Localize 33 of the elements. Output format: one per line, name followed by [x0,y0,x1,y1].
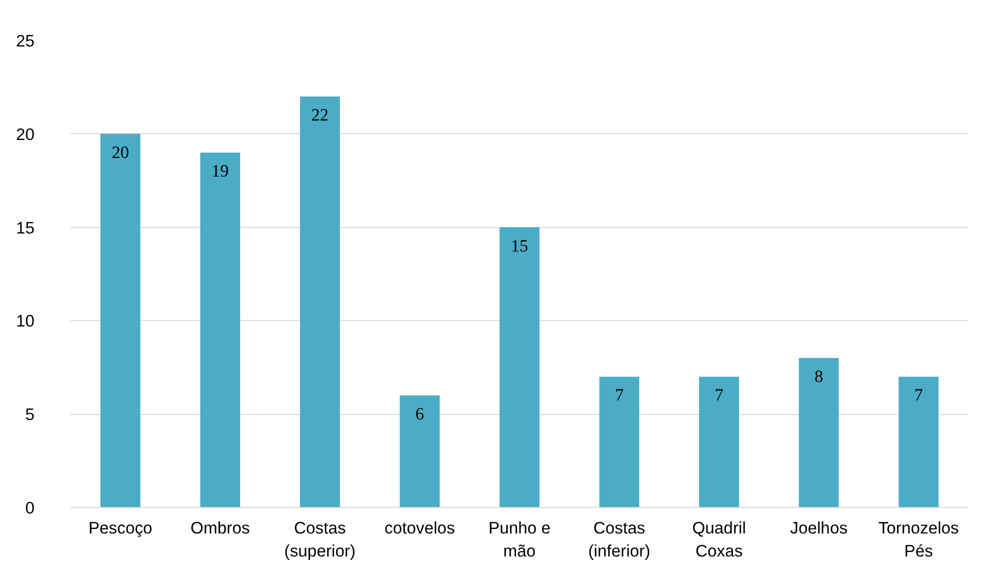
data-label: 19 [212,162,229,181]
data-label: 22 [311,106,329,125]
y-tick-label: 10 [16,312,35,331]
y-tick-label: 20 [16,124,35,144]
x-tick-label: Costas (inferior) [588,518,650,560]
x-tick-label: Punho e mão [488,518,551,560]
data-label: 7 [914,386,924,405]
x-tick-label: Tornozelos Pés [878,518,959,560]
data-label: 6 [415,404,424,424]
x-tick-label: Joelhos [790,518,848,538]
x-tick-label: cotovelos [384,518,455,538]
bar [100,134,140,508]
data-label: 20 [112,142,130,162]
data-label: 8 [814,367,824,386]
data-label: 7 [614,386,624,405]
bar [898,376,939,508]
y-tick-label: 0 [25,498,34,518]
bar [500,227,540,508]
y-tick-label: 5 [25,405,34,424]
x-tick-label: Pescoço [88,518,152,538]
bar [400,395,440,508]
data-label: 7 [714,386,724,405]
x-tick-label: Ombros [190,518,250,538]
y-tick-label: 15 [16,218,35,238]
bar [200,152,240,508]
x-tick-label: Costas (superior) [284,518,356,560]
bar [699,376,740,508]
y-tick-label: 25 [16,32,35,50]
x-tick-label: Quadril Coxas [692,518,746,560]
bar [599,376,640,508]
data-label: 15 [510,236,528,256]
bar [798,358,839,508]
bar [300,96,340,508]
